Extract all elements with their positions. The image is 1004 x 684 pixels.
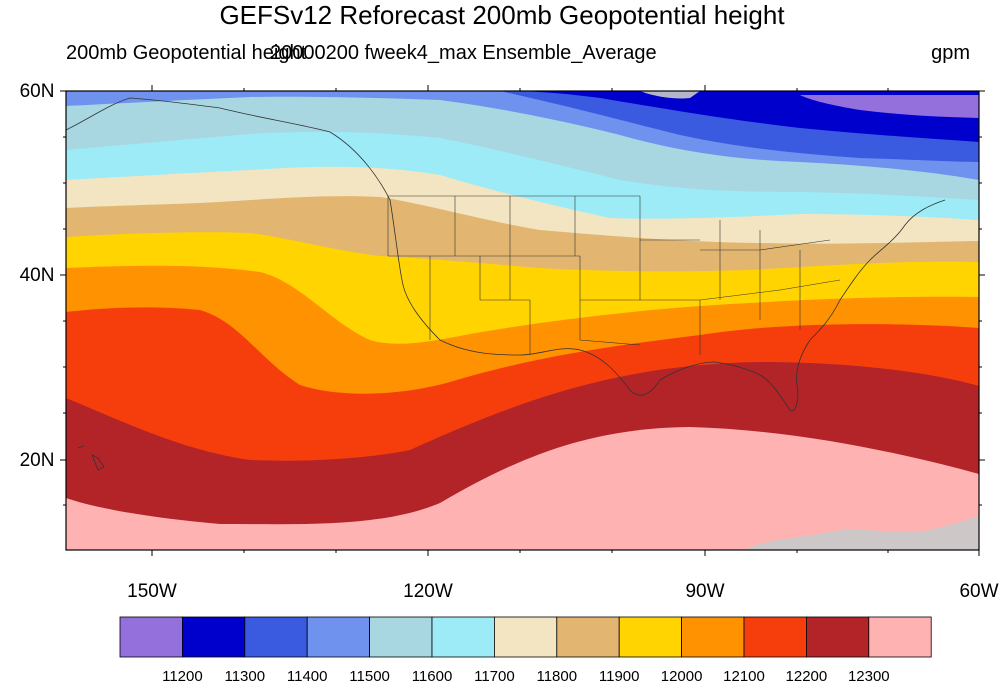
run-info-label: 20000200 fweek4_max Ensemble_Average [270,42,657,64]
colorbar-swatch [743,616,807,658]
colorbar-label: 12200 [786,668,828,684]
colorbar-label: 11300 [224,668,265,684]
colorbar-label: 12300 [848,668,890,684]
lon-tick-marks [151,85,980,556]
lat-label-60n: 60N [20,81,55,102]
colorbar-labels: 11200 11300 11400 11500 11600 11700 11800 11900… [162,668,890,684]
terrain-gray [640,91,979,550]
lat-tick-marks [60,90,985,506]
colorbar-swatch [119,616,183,658]
colorbar-swatch [181,616,246,658]
lon-label-150w: 150W [127,581,177,602]
lat-label-40n: 40N [20,265,55,286]
colorbar-label: 11700 [474,668,515,684]
colorbar-label: 11500 [349,668,390,684]
colorbar-label: 11900 [599,668,640,684]
colorbar-swatch [681,616,745,658]
colorbar-label: 11200 [162,668,203,684]
colorbar-swatch [306,616,371,658]
colorbar-swatch [431,616,495,658]
coastlines [66,97,946,471]
lat-label-20n: 20N [20,450,55,471]
lon-label-120w: 120W [403,581,453,602]
contour-fill-layer [66,91,979,550]
variable-label: 200mb Geopotential height [66,42,307,64]
colorbar-swatch [493,616,558,658]
colorbar-swatch [369,616,433,658]
colorbar-label: 11800 [536,668,577,684]
colorbar-swatch [618,616,683,658]
lon-label-90w: 90W [685,581,724,602]
state-borders [387,195,841,355]
units-label: gpm [931,42,970,64]
band-11100 [800,95,979,118]
colorbar-label: 11600 [412,668,453,684]
lon-label-60w: 60W [959,581,998,602]
colorbar-swatch [556,616,620,658]
colorbar-swatch [868,616,932,658]
colorbar-label: 12000 [661,668,703,684]
colorbar-swatch [244,616,308,658]
map-title: GEFSv12 Reforecast 200mb Geopotential he… [219,0,785,30]
colorbar-swatch [806,616,870,658]
colorbar [119,616,932,658]
colorbar-label: 11400 [287,668,328,684]
colorbar-label: 12100 [723,668,765,684]
